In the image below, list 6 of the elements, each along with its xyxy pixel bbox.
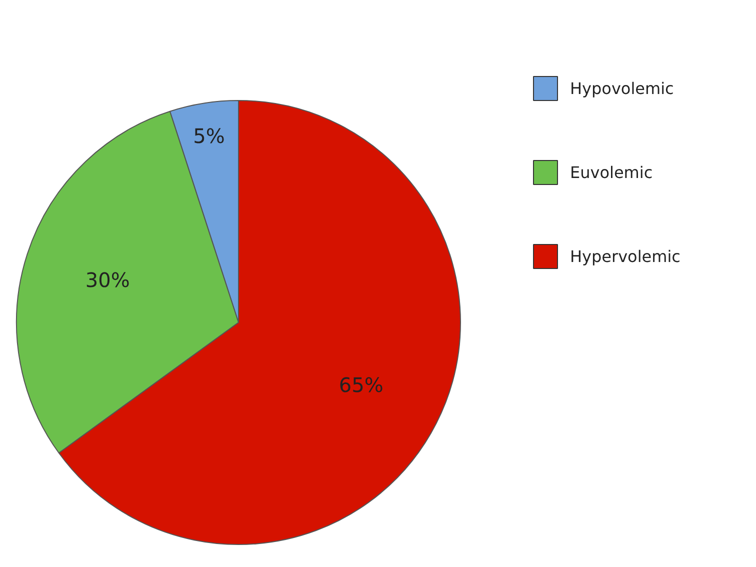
legend-label: Euvolemic <box>570 162 653 182</box>
data-label: 5% <box>193 124 225 148</box>
legend-label: Hypervolemic <box>570 246 680 266</box>
legend-label: Hypovolemic <box>570 78 674 98</box>
data-label: 65% <box>338 372 384 397</box>
data-label: 30% <box>85 268 130 292</box>
